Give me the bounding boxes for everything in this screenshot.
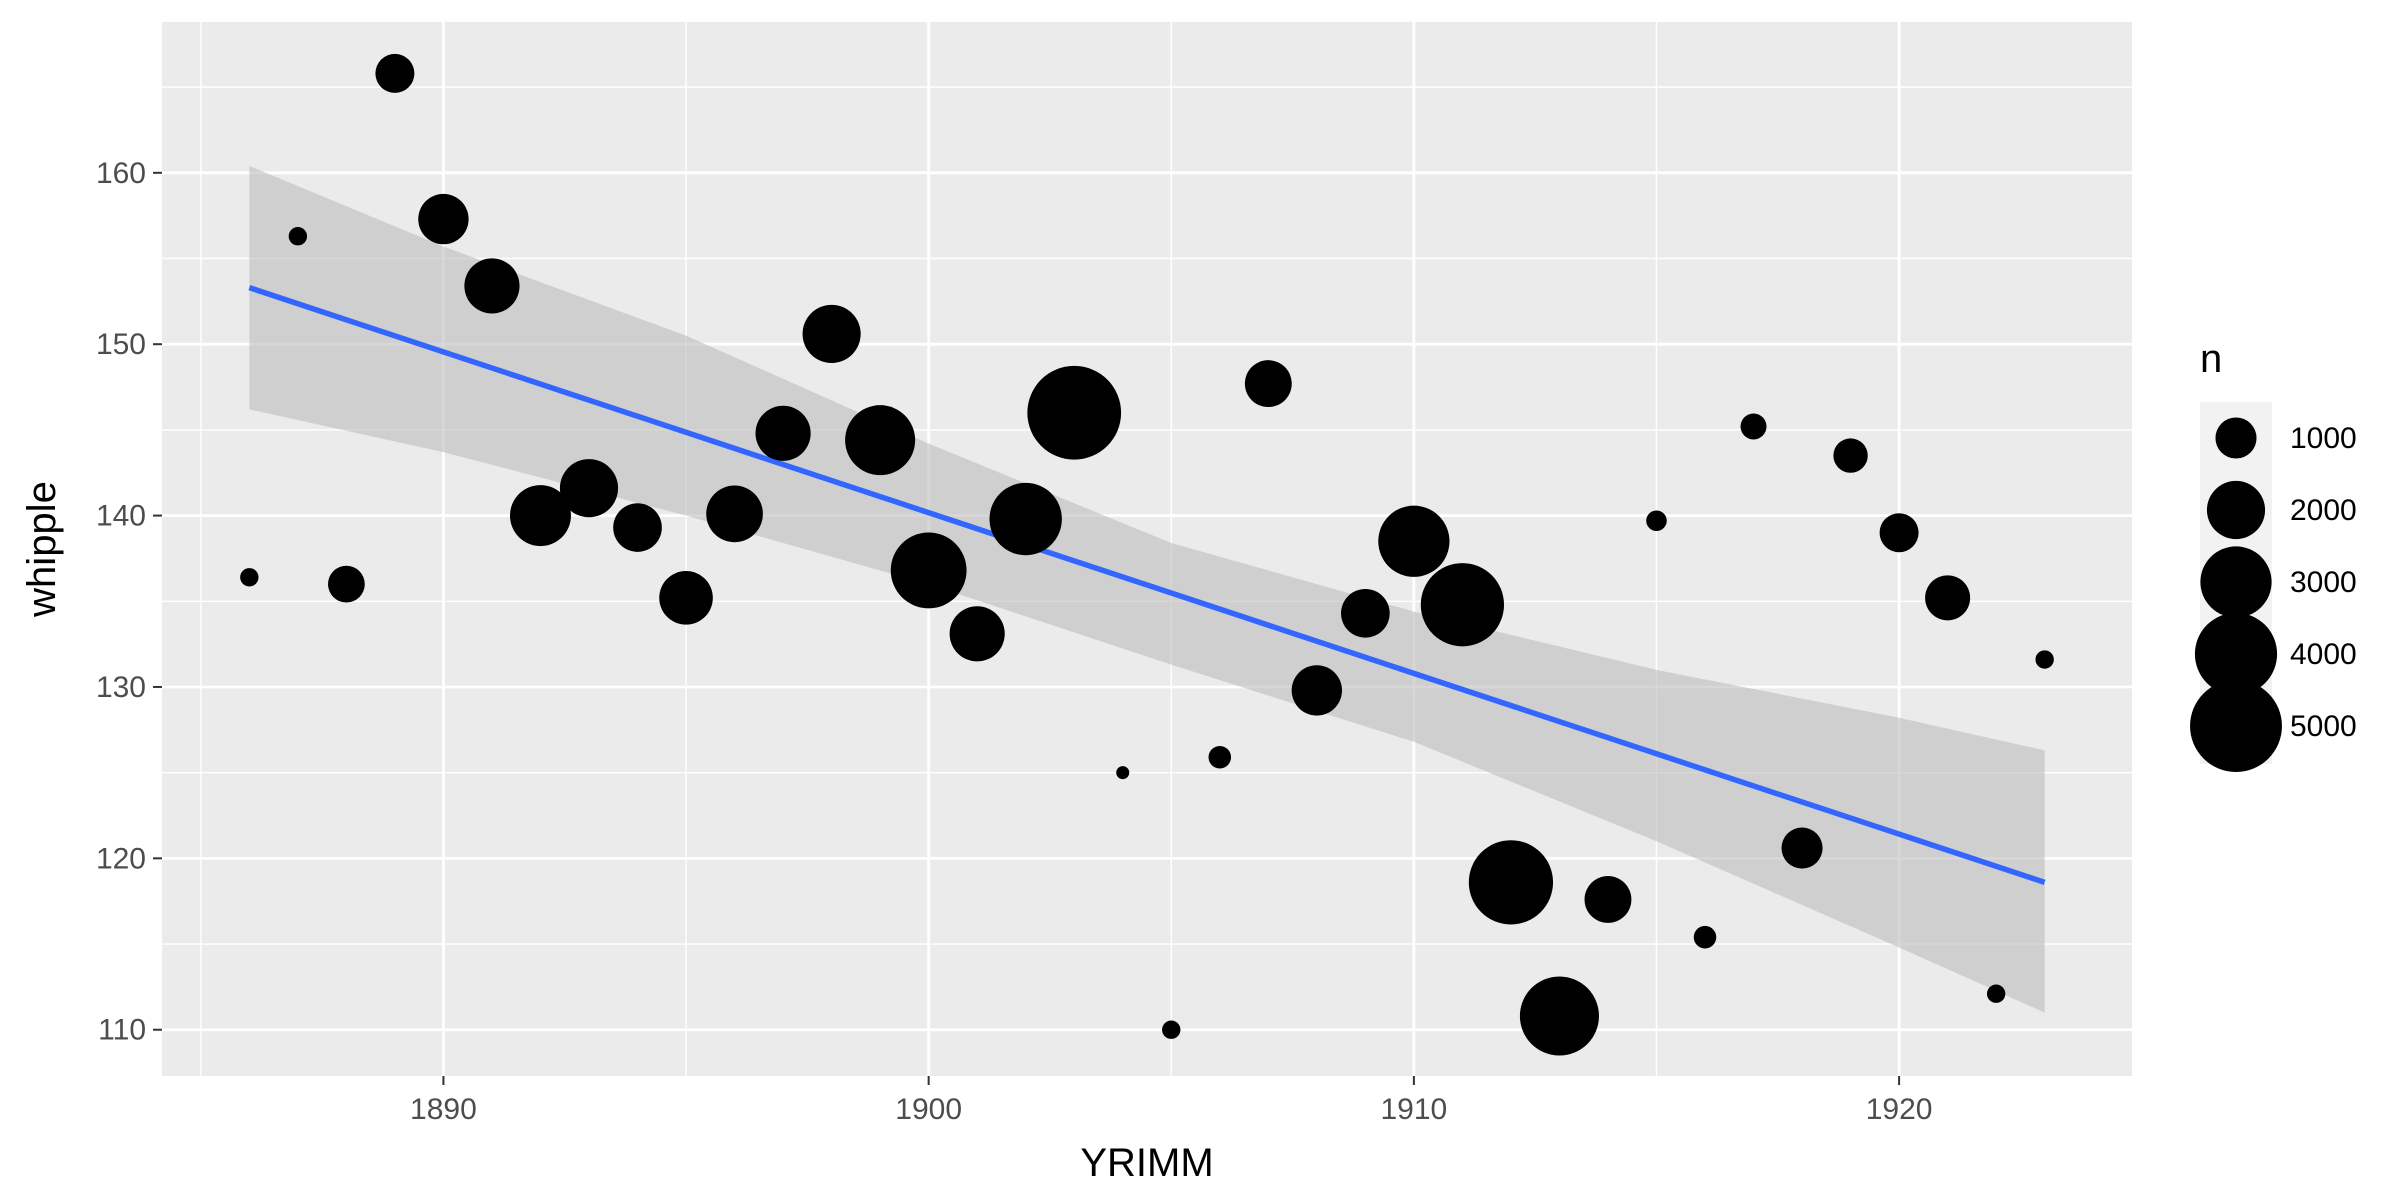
legend-key-point <box>2215 417 2257 459</box>
data-points <box>240 53 2054 1056</box>
data-point <box>418 193 469 245</box>
y-tick-label: 120 <box>96 842 146 875</box>
legend-label: 5000 <box>2290 710 2357 743</box>
data-point <box>464 258 520 314</box>
data-point <box>1027 365 1122 460</box>
x-tick-label: 1910 <box>1380 1093 1447 1126</box>
x-axis-ticks: 1890 1900 1910 1920 <box>410 1076 1932 1126</box>
regression-line <box>248 285 2046 885</box>
data-point <box>1378 505 1450 577</box>
data-point <box>613 503 662 552</box>
data-point <box>1519 976 1599 1056</box>
data-point <box>1833 438 1868 473</box>
data-point <box>1420 563 1505 647</box>
data-point <box>1468 840 1554 925</box>
data-point <box>845 405 916 476</box>
data-point <box>1986 984 2006 1003</box>
confidence-band <box>249 165 2045 1013</box>
legend-key-point <box>2190 680 2282 772</box>
y-tick-label: 140 <box>96 500 146 533</box>
data-point <box>755 405 811 461</box>
data-point <box>2035 650 2054 669</box>
data-point <box>1291 665 1343 716</box>
y-tick-label: 160 <box>96 157 146 190</box>
data-point <box>1162 1020 1181 1039</box>
data-point <box>989 482 1062 556</box>
legend-label: 3000 <box>2290 566 2357 599</box>
data-point <box>802 304 861 363</box>
x-tick-label: 1920 <box>1866 1093 1933 1126</box>
y-tick-label: 150 <box>96 328 146 361</box>
legend-label: 2000 <box>2290 494 2357 527</box>
legend-label: 1000 <box>2290 422 2357 455</box>
legend: n 1000 2000 3000 4000 5000 <box>2190 337 2357 772</box>
x-tick-label: 1900 <box>895 1093 962 1126</box>
data-point <box>1584 876 1632 923</box>
data-point <box>1740 413 1767 440</box>
data-point <box>509 485 571 547</box>
data-point <box>1646 510 1667 531</box>
data-point <box>890 532 967 609</box>
data-point <box>375 53 415 93</box>
legend-key-point <box>2194 612 2278 696</box>
data-point <box>559 459 619 518</box>
legend-label: 4000 <box>2290 638 2357 671</box>
data-point <box>1879 513 1919 553</box>
data-point <box>1116 766 1130 780</box>
data-point <box>288 227 308 246</box>
y-axis-title: whipple <box>20 481 64 618</box>
data-point <box>706 485 763 543</box>
data-point <box>240 568 259 587</box>
data-point <box>1244 360 1292 408</box>
data-point <box>949 606 1005 662</box>
y-tick-label: 110 <box>98 1014 146 1047</box>
data-point <box>1341 588 1390 638</box>
data-point <box>327 565 365 603</box>
data-point <box>1208 745 1232 769</box>
legend-key-point <box>2200 546 2272 618</box>
x-axis-title: YRIMM <box>1080 1141 1213 1185</box>
data-point <box>659 571 713 625</box>
x-tick-label: 1890 <box>410 1093 477 1126</box>
data-point <box>1925 575 1971 621</box>
data-point <box>1693 925 1717 949</box>
legend-title: n <box>2200 337 2222 381</box>
y-tick-label: 130 <box>96 671 146 704</box>
data-point <box>1781 827 1823 869</box>
legend-key-point <box>2206 480 2266 540</box>
y-axis-ticks: 110 120 130 140 150 160 <box>96 157 162 1047</box>
